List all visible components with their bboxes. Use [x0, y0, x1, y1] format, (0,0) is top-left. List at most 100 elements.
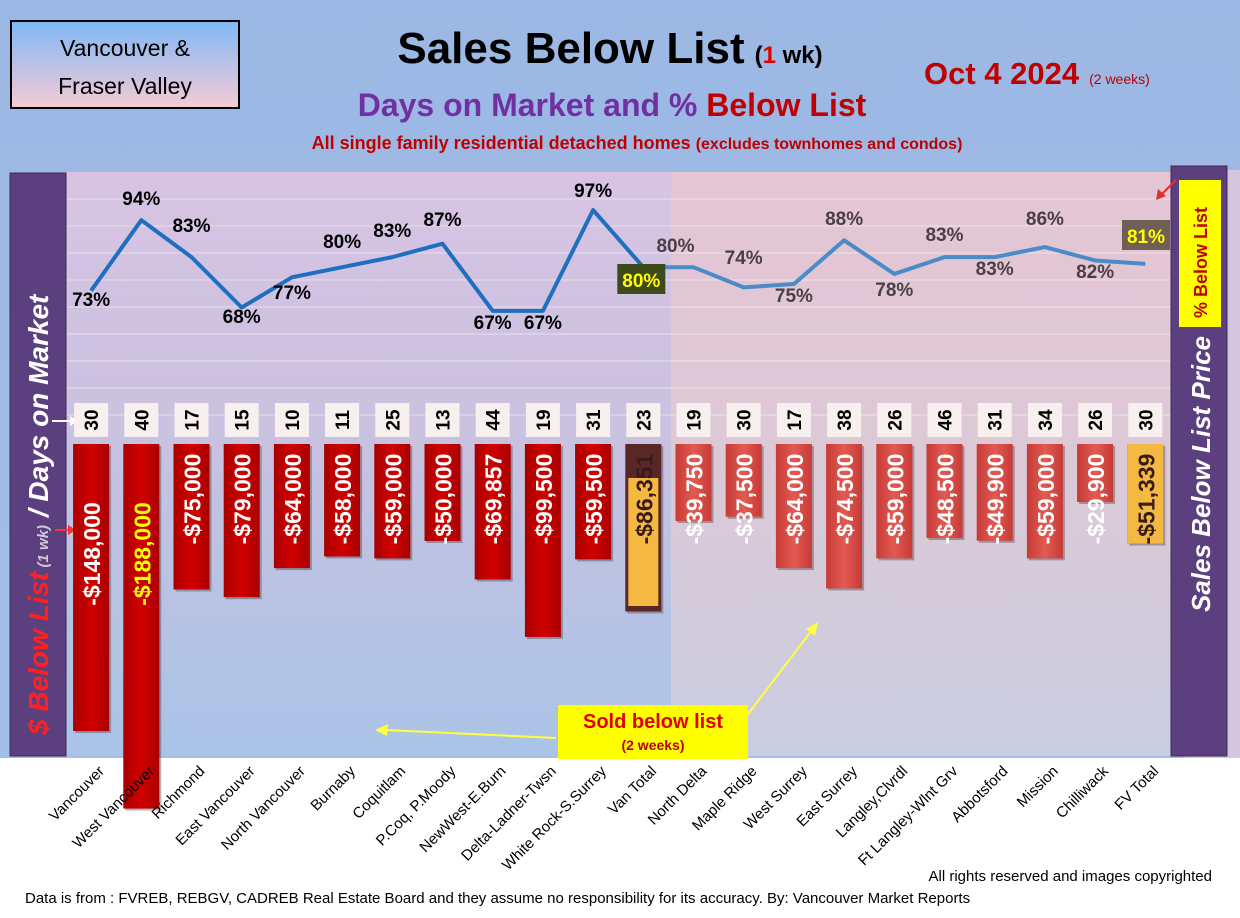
bar-group: -$59,500 — [575, 444, 614, 562]
pct-value-label: 80% — [622, 271, 660, 292]
dom-box — [726, 403, 761, 437]
dom-value-label: 23 — [634, 409, 655, 430]
region-box — [10, 20, 240, 109]
bar — [474, 444, 511, 580]
description-main: All single family residential detached h… — [312, 133, 696, 153]
bar-total-fill — [1127, 444, 1164, 544]
dom-cell: 26 — [1078, 403, 1113, 437]
dom-box — [977, 403, 1012, 437]
left-axis-label: $ Below List (1 wk) / Days on Market — [23, 293, 54, 736]
bar-value-label: -$64,000 — [280, 454, 306, 545]
dom-box — [74, 403, 109, 437]
pct-value-label: 67% — [474, 313, 512, 334]
bar-value-label: -$50,000 — [431, 454, 457, 545]
bar — [324, 444, 361, 557]
pct-value-label: 73% — [72, 290, 110, 311]
chart-description: All single family residential detached h… — [312, 133, 963, 153]
pct-value-label: 77% — [273, 283, 311, 304]
dom-box — [174, 403, 209, 437]
title-num: 1 — [763, 42, 776, 69]
dom-box — [676, 403, 711, 437]
dom-box — [626, 403, 661, 437]
callout-arrowhead-left — [375, 724, 388, 736]
dom-cell: 40 — [124, 403, 159, 437]
pct-value-label: 94% — [122, 189, 160, 210]
dom-value-label: 10 — [283, 409, 304, 430]
dom-box — [124, 403, 159, 437]
dom-box — [525, 403, 560, 437]
bar-group: -$29,900 — [1077, 444, 1116, 544]
bar-value-label: -$58,000 — [330, 454, 356, 545]
dom-value-label: 46 — [936, 409, 957, 430]
bar-value-label: -$75,000 — [180, 454, 206, 545]
bar-group: -$79,000 — [223, 444, 262, 600]
dom-cell: 44 — [475, 403, 510, 437]
bar — [876, 444, 913, 559]
bar-group: -$59,000 — [374, 444, 413, 561]
bar-value-label: -$59,000 — [1033, 454, 1059, 545]
callout-line2: (2 weeks) — [621, 737, 684, 753]
dom-box — [224, 403, 259, 437]
pct-value-label: 86% — [1026, 209, 1064, 230]
dom-cell: 17 — [776, 403, 811, 437]
dom-cell: 17 — [174, 403, 209, 437]
chart-title: Sales Below List (1 wk) — [397, 24, 822, 73]
pct-value-label: 81% — [1127, 227, 1165, 248]
bar — [524, 444, 561, 637]
pct-value-label: 83% — [976, 259, 1014, 280]
pct-value-label: 88% — [825, 209, 863, 230]
dom-value-label: 40 — [132, 409, 153, 430]
left-label-part1: $ Below List — [23, 570, 54, 736]
dom-box — [827, 403, 862, 437]
plot-area-vancouver — [66, 172, 671, 756]
bar — [575, 444, 612, 560]
region-line2: Fraser Valley — [58, 73, 192, 99]
dom-value-label: 13 — [434, 409, 455, 430]
bar-group: -$188,000 — [123, 444, 162, 811]
callout-arrow-left — [384, 729, 557, 739]
dom-value-label: 19 — [534, 409, 555, 430]
pct-value-label: 80% — [323, 232, 361, 253]
dom-box — [1128, 403, 1163, 437]
bar — [976, 444, 1013, 541]
dom-cell: 15 — [224, 403, 259, 437]
dom-cell: 10 — [274, 403, 309, 437]
pct-value-label: 80% — [656, 236, 694, 257]
dom-cell: 46 — [927, 403, 962, 437]
dom-box — [274, 403, 309, 437]
dom-cell: 19 — [676, 403, 711, 437]
pct-label-highlight — [617, 264, 666, 294]
dom-cell: 19 — [525, 403, 560, 437]
dom-value-label: 30 — [735, 409, 756, 430]
bar-group: -$86,351 — [625, 444, 664, 614]
days-on-market-row: 30 40 17 15 10 11 25 13 44 19 31 23 19 30 17 38 26 46 31 34… — [74, 403, 1163, 437]
bar-value-label: -$86,351 — [631, 453, 657, 544]
dom-cell: 30 — [1128, 403, 1163, 437]
pct-value-label: 83% — [373, 221, 411, 242]
dom-box — [475, 403, 510, 437]
dom-value-label: 15 — [233, 409, 254, 431]
dom-cell: 25 — [375, 403, 410, 437]
dom-value-label: 17 — [785, 409, 806, 430]
pct-line-vancouver — [89, 208, 645, 313]
date-main: Oct 4 2024 — [924, 56, 1080, 91]
pct-below-list-line: 73% 94% 83% 68% 77% 80% 83% 87% 67% 67% 97% 80% 80% 7… — [72, 181, 1170, 334]
dom-cell: 30 — [726, 403, 761, 437]
dom-row-arrow — [52, 416, 78, 426]
dom-value-label: 19 — [685, 409, 706, 430]
pct-value-label: 78% — [875, 280, 913, 301]
dom-cell: 31 — [977, 403, 1012, 437]
dom-value-label: 31 — [584, 409, 605, 431]
bar-group: -$49,900 — [976, 444, 1015, 544]
dom-box — [877, 403, 912, 437]
left-label-part2: (1 wk) — [35, 525, 52, 572]
bar-group: -$59,000 — [1026, 444, 1065, 561]
bar-group: -$75,000 — [173, 444, 212, 592]
bar — [1077, 444, 1114, 502]
dom-cell: 11 — [325, 403, 360, 437]
bar — [826, 444, 863, 589]
callout-arrow-right — [741, 629, 813, 723]
dom-cell: 31 — [576, 403, 611, 437]
dom-value-label: 17 — [183, 409, 204, 430]
